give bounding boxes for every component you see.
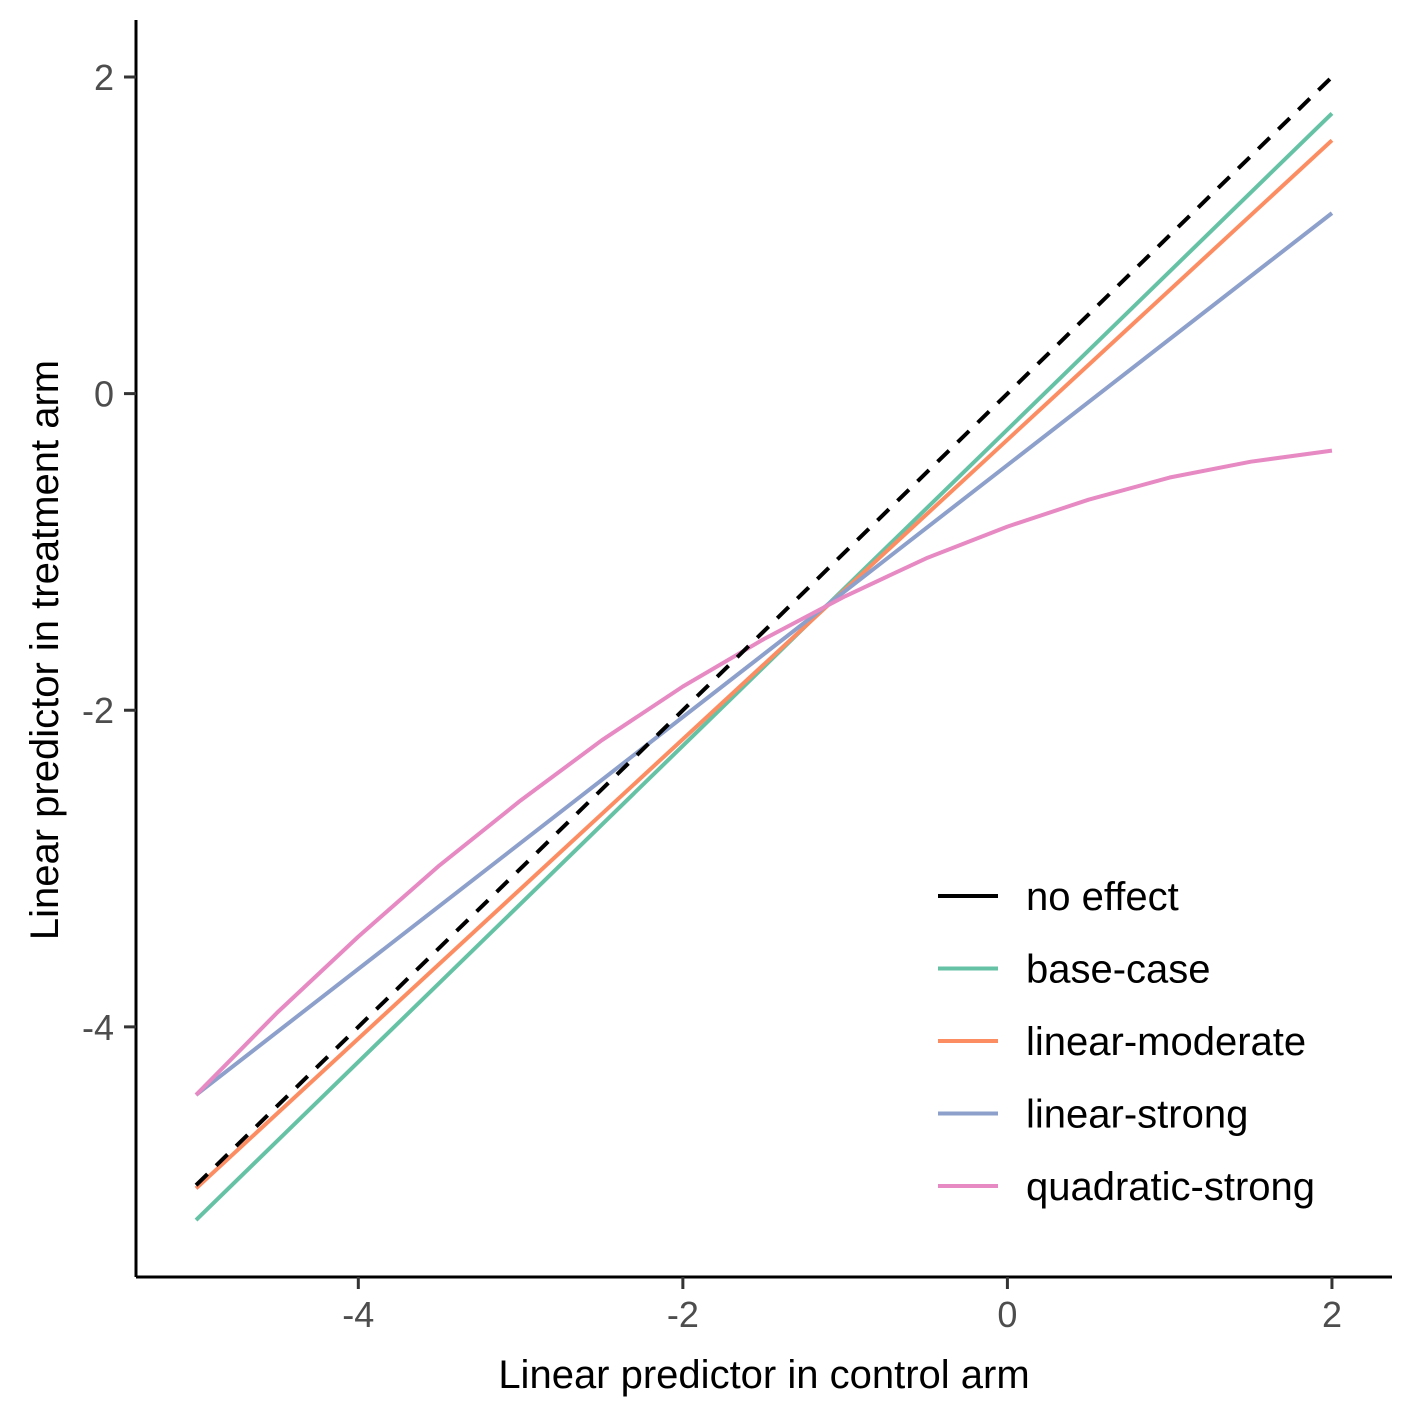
x-tick-label: -2	[667, 1294, 699, 1335]
y-tick-label: 2	[94, 57, 114, 98]
series-line-no-effect	[194, 75, 1334, 1187]
series-line-linear-strong	[194, 211, 1334, 1097]
y-tick-label: -2	[82, 690, 114, 731]
series-line-quadratic-strong	[194, 448, 1333, 1097]
axes: -4 -2 0 2 -4 -2 0 2	[82, 20, 1392, 1335]
series-line-linear-moderate	[194, 138, 1334, 1190]
legend: no effect base-case linear-moderate linear-…	[938, 875, 1315, 1209]
x-tick-label: 2	[1322, 1294, 1342, 1335]
legend-label: quadratic-strong	[1026, 1165, 1315, 1209]
y-tick-label: 0	[94, 374, 114, 415]
y-axis-ticks: -4 -2 0 2	[82, 57, 136, 1048]
x-axis-ticks: -4 -2 0 2	[342, 1277, 1342, 1335]
legend-label: no effect	[1026, 875, 1179, 919]
legend-label: linear-strong	[1026, 1093, 1248, 1137]
x-axis-title: Linear predictor in control arm	[498, 1353, 1029, 1397]
y-axis-title: Linear predictor in treatment arm	[23, 360, 67, 940]
y-tick-label: -4	[82, 1007, 114, 1048]
x-tick-label: -4	[342, 1294, 374, 1335]
x-tick-label: 0	[997, 1294, 1017, 1335]
legend-label: base-case	[1026, 948, 1211, 992]
legend-label: linear-moderate	[1026, 1020, 1306, 1064]
plot-area	[194, 75, 1334, 1222]
